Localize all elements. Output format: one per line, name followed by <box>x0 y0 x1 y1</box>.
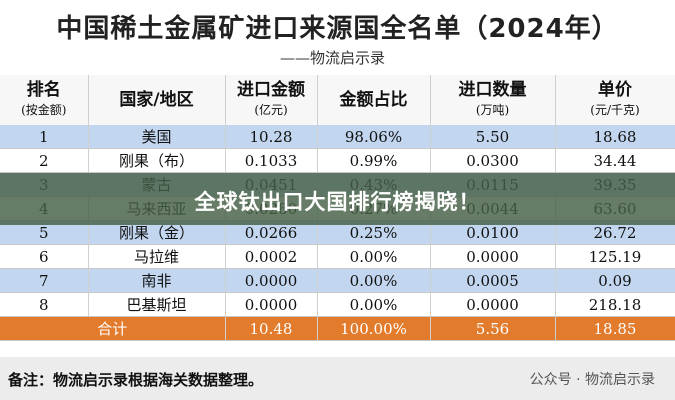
table-cell: 0.0000 <box>430 244 556 269</box>
table-cell: 125.19 <box>555 244 675 269</box>
column-label: 国家/地区 <box>119 90 194 110</box>
table-cell: 98.06% <box>317 125 431 149</box>
table-cell: 8 <box>0 292 89 317</box>
column-label: 排名 <box>26 80 61 100</box>
total-cell: 18.85 <box>555 316 675 341</box>
footnote: 备注：物流启示录根据海关数据整理。 <box>8 371 264 389</box>
table-cell: 南非 <box>88 268 226 293</box>
column-label: 单价 <box>598 80 632 100</box>
table-cell: 0.09 <box>555 268 675 293</box>
table-row: 8 巴基斯坦 0.0000 0.00% 0.0000 218.18 <box>0 292 675 317</box>
table-cell: 18.68 <box>555 125 675 149</box>
table-cell: 0.0300 <box>430 148 556 173</box>
column-label: 进口数量 <box>458 80 527 100</box>
banner-text: 全球钛出口大国排行榜揭晓！ <box>194 190 481 214</box>
table-cell: 218.18 <box>555 292 675 317</box>
column-header: 进口金额 (亿元) <box>225 75 318 125</box>
table-row: 2 刚果（布） 0.1033 0.99% 0.0300 34.44 <box>0 148 675 173</box>
watermark: 公众号 · 物流启示录 <box>529 372 655 388</box>
title: 中国稀土金属矿进口来源国全名单（2024年） <box>56 14 619 44</box>
total-cell: 5.56 <box>430 316 556 341</box>
column-header: 金额占比 <box>317 75 431 125</box>
column-header: 进口数量 (万吨) <box>430 75 556 125</box>
table-cell: 5.50 <box>430 125 556 149</box>
column-unit: (按金额) <box>21 103 67 117</box>
table-cell: 0.0000 <box>430 292 556 317</box>
table-row: 5 刚果（金） 0.0266 0.25% 0.0100 26.72 <box>0 220 675 245</box>
table-cell: 10.28 <box>225 125 318 149</box>
table-cell: 0.99% <box>317 148 431 173</box>
table-cell: 7 <box>0 268 89 293</box>
table-cell: 马拉维 <box>88 244 226 269</box>
table-cell: 0.1033 <box>225 148 318 173</box>
total-cell: 100.00% <box>317 316 431 341</box>
total-cell: 10.48 <box>225 316 318 341</box>
column-unit: (亿元) <box>254 103 288 117</box>
table-row: 7 南非 0.0000 0.00% 0.0005 0.09 <box>0 268 675 293</box>
table-cell: 6 <box>0 244 89 269</box>
table-row: 1 美国 10.28 98.06% 5.50 18.68 <box>0 125 675 149</box>
table-cell: 刚果（布） <box>88 148 226 173</box>
table-cell: 0.00% <box>317 268 431 293</box>
column-header: 单价 (元/千克) <box>555 75 675 125</box>
subtitle: ——物流启示录 <box>280 49 386 67</box>
table-row: 6 马拉维 0.0002 0.00% 0.0000 125.19 <box>0 244 675 269</box>
total-row: 合计 10.48 100.00% 5.56 18.85 <box>0 316 675 341</box>
banner: 全球钛出口大国排行榜揭晓！ <box>0 173 675 225</box>
column-label: 金额占比 <box>339 90 408 110</box>
header-row: 排名 (按金额) 国家/地区 进口金额 (亿元) 金额占比 进口数量 (万吨) 单价 (元/千克) <box>0 75 675 125</box>
column-unit: (元/千克) <box>590 103 640 117</box>
table-cell: 巴基斯坦 <box>88 292 226 317</box>
column-unit: (万吨) <box>475 103 510 117</box>
table-cell: 0.0005 <box>430 268 556 293</box>
table-cell: 34.44 <box>555 148 675 173</box>
table-cell: 0.0002 <box>225 244 318 269</box>
table-cell: 美国 <box>88 125 226 149</box>
column-header: 排名 (按金额) <box>0 75 89 125</box>
table-cell: 0.00% <box>317 292 431 317</box>
table-cell: 0.0000 <box>225 292 318 317</box>
table-cell: 2 <box>0 148 89 173</box>
column-header: 国家/地区 <box>88 75 226 125</box>
footer: 备注：物流启示录根据海关数据整理。 公众号 · 物流启示录 <box>0 357 675 400</box>
table-cell: 0.00% <box>317 244 431 269</box>
total-cell: 合计 <box>0 316 226 341</box>
column-label: 进口金额 <box>237 80 305 100</box>
table-cell: 1 <box>0 125 89 149</box>
table-cell: 0.0000 <box>225 268 318 293</box>
